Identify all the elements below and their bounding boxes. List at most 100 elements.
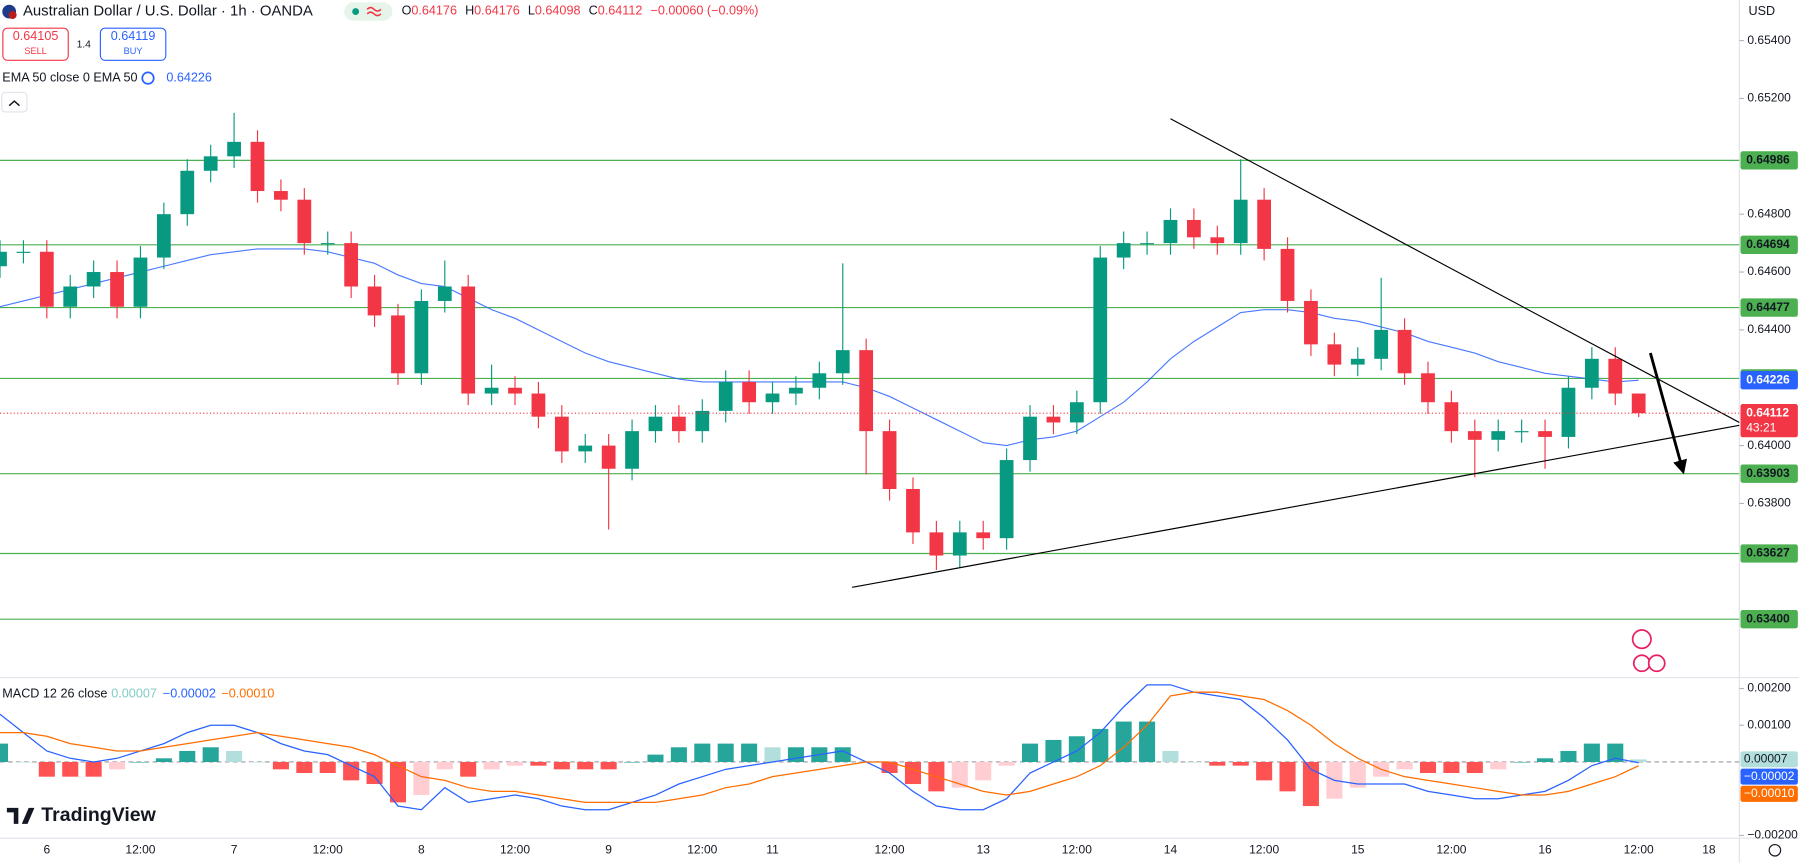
event-icon[interactable] bbox=[1631, 629, 1652, 650]
candle-body bbox=[952, 532, 967, 556]
level-label: 0.64986 bbox=[1746, 153, 1790, 167]
candle-body bbox=[391, 315, 405, 374]
ohlc-value: 0.64176 bbox=[474, 4, 520, 18]
level-label-box bbox=[1740, 298, 1798, 317]
candle-body bbox=[1467, 431, 1482, 440]
ohlc-label: O bbox=[402, 4, 412, 18]
currency[interactable]: USD bbox=[1749, 4, 1776, 18]
ohlc-value: 0.64098 bbox=[535, 4, 581, 18]
status-dot bbox=[352, 8, 360, 16]
histogram-bar bbox=[624, 761, 641, 763]
candle-body bbox=[929, 532, 944, 556]
macd-line-value: −0.00002 bbox=[163, 687, 216, 701]
histogram-bar bbox=[1092, 728, 1109, 762]
x-tick-label: 12:00 bbox=[1436, 842, 1466, 856]
histogram-bar bbox=[1162, 750, 1179, 762]
candle-body bbox=[812, 373, 827, 388]
sell-button[interactable] bbox=[2, 27, 69, 61]
histogram-bar bbox=[1115, 721, 1132, 762]
histogram-bar bbox=[1396, 761, 1413, 770]
signal-label-box bbox=[1740, 785, 1798, 802]
y-tick-label: 0.63800 bbox=[1747, 496, 1791, 510]
y-tick-label: 0.64600 bbox=[1747, 264, 1791, 278]
sell-price[interactable]: 0.64105 bbox=[13, 29, 59, 43]
ema-settings-icon[interactable] bbox=[141, 71, 155, 85]
event-icon[interactable] bbox=[1632, 654, 1651, 673]
price-label: 0.64112 bbox=[1746, 405, 1789, 419]
candle-body bbox=[1608, 358, 1623, 394]
histogram-bar bbox=[1068, 736, 1085, 762]
histogram-bar bbox=[132, 761, 149, 763]
status-icon bbox=[366, 6, 382, 17]
histogram-bar bbox=[764, 747, 781, 762]
candle-body bbox=[437, 286, 452, 301]
candle-body bbox=[227, 141, 241, 157]
candle-body bbox=[1304, 300, 1318, 345]
histogram-bar bbox=[38, 761, 55, 777]
x-tick-label: 18 bbox=[1702, 842, 1716, 856]
histogram-bar bbox=[1490, 761, 1507, 770]
histogram-bar bbox=[436, 761, 453, 770]
histogram-bar bbox=[741, 743, 758, 762]
candle-body bbox=[976, 532, 991, 539]
ohlc-label: H bbox=[465, 4, 474, 18]
histogram-bar bbox=[1537, 758, 1554, 762]
histogram-bar bbox=[389, 761, 406, 803]
histogram-bar bbox=[1607, 743, 1624, 762]
histogram-bar bbox=[1419, 761, 1437, 773]
ema-legend: EMA 50 close 0 EMA 50 bbox=[2, 70, 137, 84]
x-tick-label: 16 bbox=[1538, 842, 1552, 856]
signal-label: −0.00010 bbox=[1744, 786, 1795, 800]
macd-pane bbox=[0, 684, 1740, 811]
logo: TradingView bbox=[41, 804, 156, 826]
x-tick-label: 12:00 bbox=[125, 842, 155, 856]
candle-body bbox=[695, 410, 710, 432]
candle-body bbox=[16, 251, 31, 253]
event-icon[interactable] bbox=[1647, 654, 1666, 673]
candle-body bbox=[1631, 393, 1646, 414]
candle-body bbox=[742, 381, 756, 403]
countdown: 43:21 bbox=[1746, 420, 1776, 434]
x-tick-label: 6 bbox=[43, 842, 50, 856]
candle-body bbox=[601, 445, 616, 469]
candle-body bbox=[39, 251, 54, 307]
candle-body bbox=[625, 431, 639, 469]
x-tick-label: 11 bbox=[766, 842, 779, 856]
candle-body bbox=[999, 460, 1014, 539]
histogram-bar bbox=[366, 761, 383, 785]
candle-body bbox=[508, 387, 522, 394]
x-tick-label: 9 bbox=[605, 842, 612, 856]
candle-body bbox=[1163, 219, 1178, 244]
collapse-button[interactable] bbox=[1, 91, 28, 113]
candle-body bbox=[320, 243, 335, 245]
candle-body bbox=[671, 416, 686, 432]
candle-body bbox=[1584, 358, 1599, 388]
candle-body bbox=[718, 381, 733, 411]
candle-body bbox=[1421, 373, 1435, 403]
sell-label[interactable]: SELL bbox=[24, 46, 46, 56]
ohlc-value: 0.64112 bbox=[598, 4, 643, 18]
candle-body bbox=[1233, 199, 1248, 244]
histogram-bar bbox=[1185, 761, 1202, 763]
settings-icon[interactable] bbox=[1768, 843, 1782, 857]
macd-hist-value: 0.00007 bbox=[111, 687, 157, 701]
buy-button[interactable] bbox=[99, 27, 167, 61]
histogram-bar bbox=[319, 761, 336, 773]
buy-price[interactable]: 0.64119 bbox=[111, 29, 156, 43]
candle-body bbox=[882, 431, 897, 489]
candle-body bbox=[765, 393, 780, 403]
candle-body bbox=[1374, 329, 1389, 359]
logo-icon bbox=[6, 807, 35, 824]
candle-body bbox=[367, 286, 382, 316]
macd-legend: MACD 12 26 close bbox=[2, 687, 107, 701]
histogram-bar bbox=[1021, 743, 1039, 762]
buy-label[interactable]: BUY bbox=[124, 46, 143, 56]
candle-body bbox=[1538, 431, 1552, 437]
ema-label-box bbox=[1740, 371, 1798, 390]
candle-body bbox=[1140, 243, 1154, 245]
candle-body bbox=[648, 416, 663, 432]
candle-body bbox=[133, 257, 148, 307]
histogram-bar bbox=[1279, 761, 1296, 792]
y-tick-label: 0.00200 bbox=[1747, 681, 1791, 695]
